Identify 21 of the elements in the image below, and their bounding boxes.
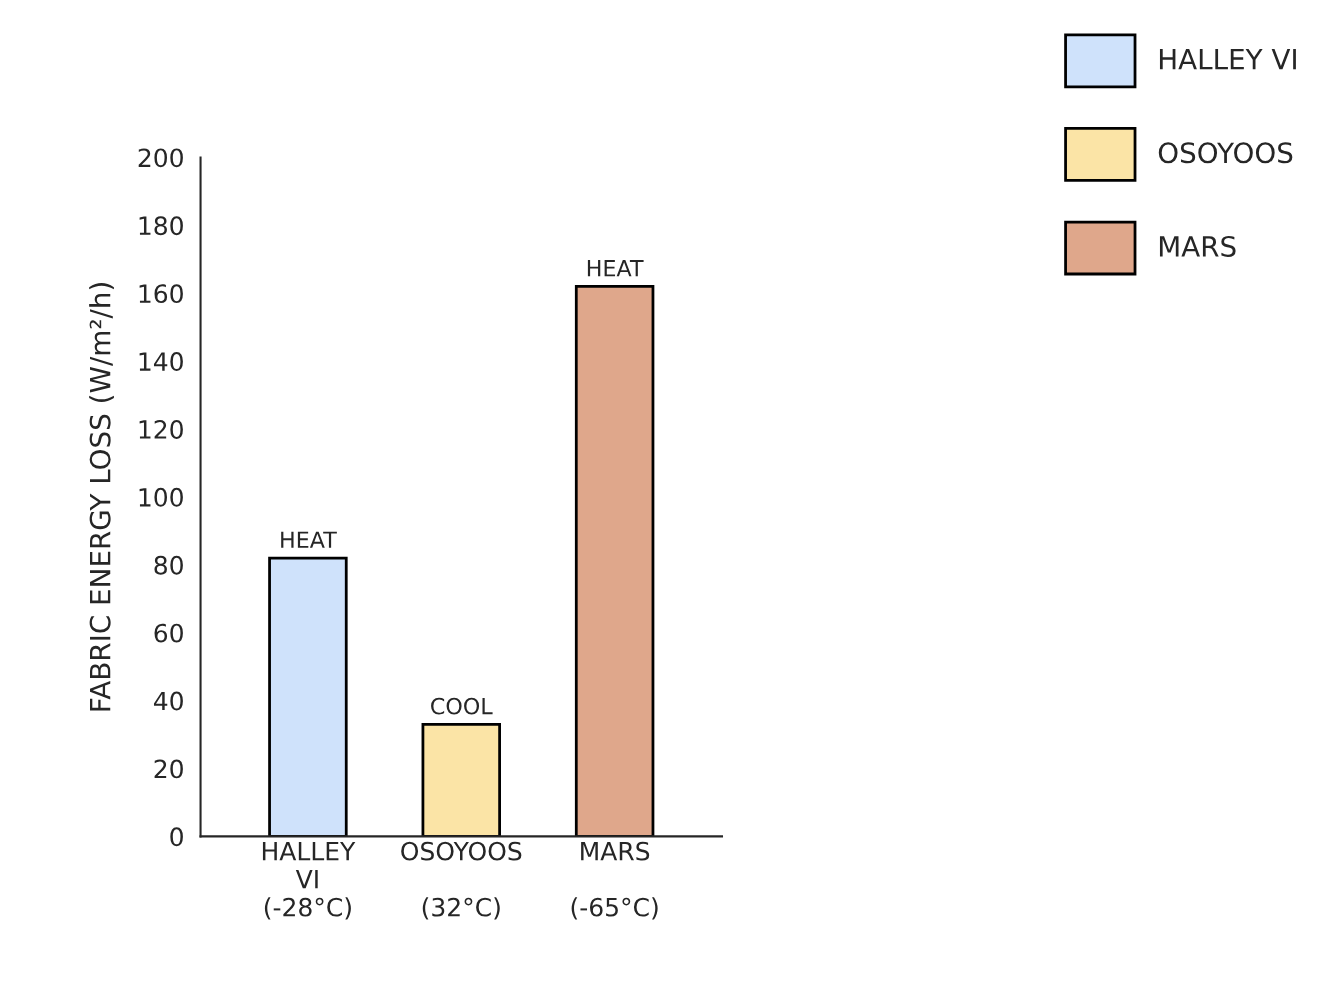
y-tick-label: 40 — [153, 691, 183, 711]
y-tick-label: 140 — [139, 352, 183, 371]
y-tick-label: 160 — [139, 284, 183, 304]
y-tick-label: 180 — [139, 216, 183, 236]
category-label: MARS (-65°C) — [571, 841, 658, 920]
y-axis-title: FABRIC ENERGY LOSS (W/m²/h) — [89, 283, 114, 711]
y-tick-label: 100 — [139, 487, 183, 507]
category-label: OSOYOOS (32°C) — [401, 841, 522, 920]
y-tick-label: 20 — [154, 759, 183, 779]
x-tick-label: HALLEY VI (-28°C) — [262, 842, 356, 920]
legend-label: OSOYOOS — [1158, 142, 1293, 164]
y-tick-label: 80 — [154, 555, 183, 575]
y-tick-label: 120 — [139, 419, 183, 439]
legend-label: MARS — [1159, 235, 1236, 257]
y-tick-label: 0 — [170, 827, 183, 847]
data-label: HEAT — [587, 260, 644, 277]
y-tick-label: 200 — [138, 148, 183, 168]
data-label: COOL — [431, 697, 493, 715]
data-label: HEAT — [281, 531, 337, 548]
y-tick-label: 60 — [154, 623, 183, 643]
legend-label: HALLEY VI — [1159, 49, 1296, 70]
